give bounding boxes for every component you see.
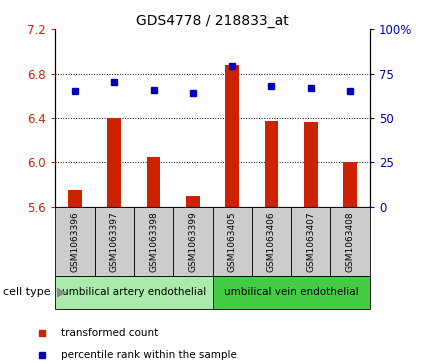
Bar [225,65,239,207]
Bar [55,276,212,309]
Text: percentile rank within the sample: percentile rank within the sample [61,350,237,360]
Bar [291,207,331,276]
Bar [134,207,173,276]
Bar [94,207,134,276]
Text: transformed count: transformed count [61,327,158,338]
Bar [68,190,82,207]
Title: GDS4778 / 218833_at: GDS4778 / 218833_at [136,14,289,28]
Bar [147,157,160,207]
Text: GSM1063398: GSM1063398 [149,211,158,272]
Text: ▶: ▶ [57,286,67,299]
Text: cell type: cell type [3,287,51,297]
Bar [186,196,200,207]
Bar [343,162,357,207]
Text: GSM1063399: GSM1063399 [188,211,197,272]
Bar [304,122,317,207]
Bar [108,118,121,207]
Text: GSM1063396: GSM1063396 [71,211,79,272]
Text: GSM1063407: GSM1063407 [306,211,315,272]
Text: GSM1063408: GSM1063408 [346,211,354,272]
Bar [173,207,212,276]
Bar [331,207,370,276]
Bar [265,121,278,207]
Text: GSM1063405: GSM1063405 [228,211,237,272]
Text: GSM1063397: GSM1063397 [110,211,119,272]
Text: umbilical vein endothelial: umbilical vein endothelial [224,287,358,297]
Bar [212,276,370,309]
Bar [212,207,252,276]
Text: umbilical artery endothelial: umbilical artery endothelial [62,287,206,297]
Text: GSM1063406: GSM1063406 [267,211,276,272]
Bar [252,207,291,276]
Bar [55,207,94,276]
